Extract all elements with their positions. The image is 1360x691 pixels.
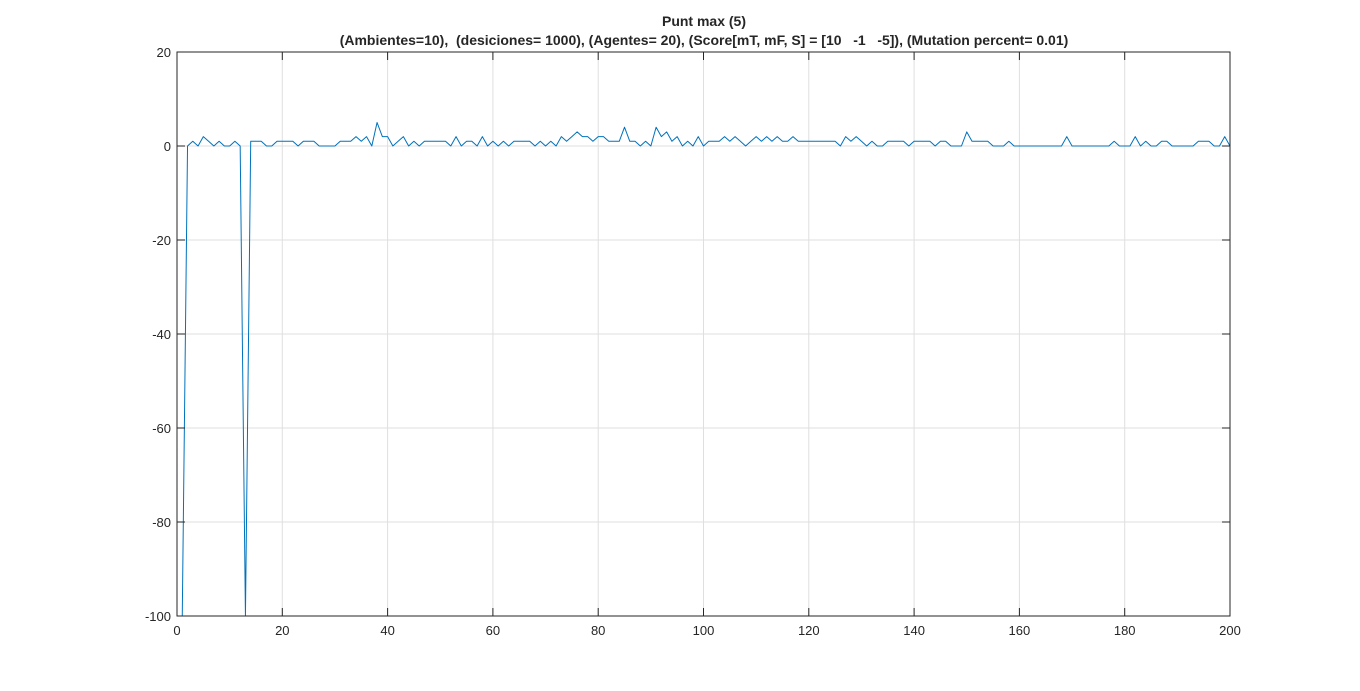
x-tick-label: 160 (1009, 623, 1031, 638)
x-axis: 0 20 40 60 80 100 120 140 160 180 200 (173, 52, 1241, 638)
y-tick-label: 0 (164, 139, 171, 154)
y-tick-label: -20 (152, 233, 171, 248)
y-tick-label: 20 (157, 45, 171, 60)
x-tick-label: 120 (798, 623, 820, 638)
x-tick-label: 180 (1114, 623, 1136, 638)
chart-subtitle: (Ambientes=10), (desiciones= 1000), (Age… (340, 32, 1069, 48)
x-tick-label: 100 (693, 623, 715, 638)
y-tick-label: -100 (145, 609, 171, 624)
series-line (181, 122, 1231, 617)
x-tick-label: 40 (380, 623, 394, 638)
y-tick-label: -80 (152, 515, 171, 530)
x-tick-label: 80 (591, 623, 605, 638)
y-tick-label: -60 (152, 421, 171, 436)
y-axis: 20 0 -20 -40 -60 -80 -100 (145, 45, 1230, 624)
x-tick-label: 140 (903, 623, 925, 638)
y-tick-label: -40 (152, 327, 171, 342)
x-tick-label: 60 (486, 623, 500, 638)
chart-title: Punt max (5) (662, 13, 746, 29)
x-tick-label: 20 (275, 623, 289, 638)
x-tick-label: 200 (1219, 623, 1241, 638)
x-tick-label: 0 (173, 623, 180, 638)
